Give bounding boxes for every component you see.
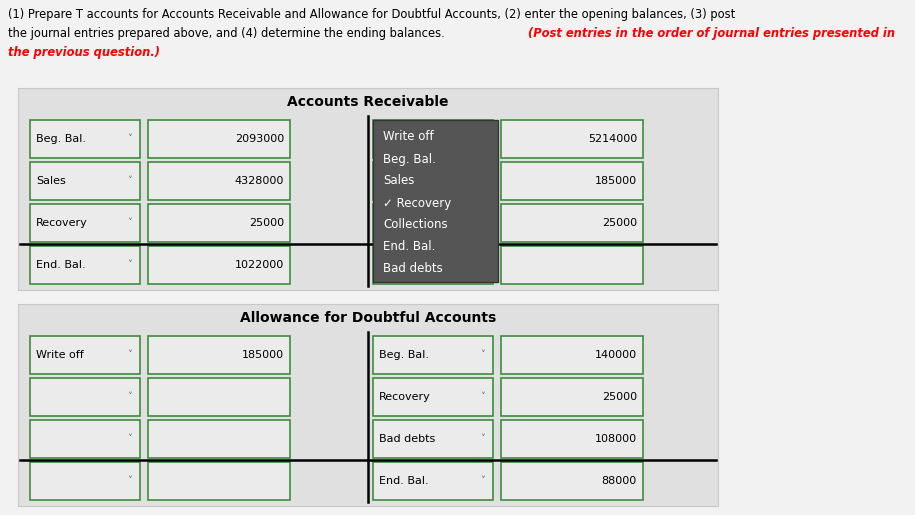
Text: Allowance for Doubtful Accounts: Allowance for Doubtful Accounts — [240, 311, 496, 325]
Bar — [501, 120, 643, 158]
Text: Collections: Collections — [383, 218, 447, 232]
Bar — [148, 336, 290, 374]
Bar — [148, 462, 290, 500]
Text: Bad debts: Bad debts — [379, 434, 436, 444]
Text: 185000: 185000 — [242, 350, 284, 360]
Text: Write off: Write off — [36, 350, 84, 360]
Text: 2093000: 2093000 — [235, 134, 284, 144]
Bar — [148, 246, 290, 284]
Bar — [373, 120, 498, 282]
Bar — [373, 246, 493, 284]
Bar — [373, 204, 493, 242]
Bar — [501, 204, 643, 242]
Text: ˅: ˅ — [480, 434, 486, 444]
Text: ˅: ˅ — [480, 392, 486, 402]
Text: Bad debts: Bad debts — [383, 263, 443, 276]
Text: ˅: ˅ — [127, 476, 133, 486]
Text: 1022000: 1022000 — [235, 260, 284, 270]
Text: Beg. Bal.: Beg. Bal. — [383, 152, 436, 165]
Text: (Post entries in the order of journal entries presented in: (Post entries in the order of journal en… — [528, 27, 895, 40]
Text: Write off: Write off — [383, 130, 434, 144]
Text: 5214000: 5214000 — [587, 134, 637, 144]
Bar — [501, 246, 643, 284]
Text: the previous question.): the previous question.) — [8, 46, 160, 59]
Text: ˅: ˅ — [127, 434, 133, 444]
Bar — [373, 336, 493, 374]
Text: 4328000: 4328000 — [234, 176, 284, 186]
Bar — [18, 88, 718, 290]
Text: 25000: 25000 — [602, 218, 637, 228]
Bar — [30, 246, 140, 284]
Text: 25000: 25000 — [602, 392, 637, 402]
Text: 140000: 140000 — [595, 350, 637, 360]
Text: ˅: ˅ — [127, 350, 133, 360]
Bar — [501, 462, 643, 500]
Text: Sales: Sales — [383, 175, 414, 187]
Text: the journal entries prepared above, and (4) determine the ending balances.: the journal entries prepared above, and … — [8, 27, 448, 40]
Bar — [30, 162, 140, 200]
Bar — [373, 162, 493, 200]
Bar — [148, 420, 290, 458]
Text: Recovery: Recovery — [379, 392, 431, 402]
Text: (1) Prepare T accounts for Accounts Receivable and Allowance for Doubtful Accoun: (1) Prepare T accounts for Accounts Rece… — [8, 8, 736, 21]
Text: 88000: 88000 — [602, 476, 637, 486]
Text: Accounts Receivable: Accounts Receivable — [287, 95, 448, 109]
Text: Beg. Bal.: Beg. Bal. — [379, 350, 429, 360]
Bar — [18, 304, 718, 506]
Bar — [501, 162, 643, 200]
Text: ˅: ˅ — [127, 218, 133, 228]
Bar — [373, 378, 493, 416]
Text: End. Bal.: End. Bal. — [379, 476, 428, 486]
Bar — [148, 162, 290, 200]
Text: ˅: ˅ — [480, 476, 486, 486]
Text: End. Bal.: End. Bal. — [383, 241, 436, 253]
Text: End. Bal.: End. Bal. — [36, 260, 86, 270]
Text: ˅: ˅ — [127, 392, 133, 402]
Text: ˅: ˅ — [127, 134, 133, 144]
Bar — [373, 420, 493, 458]
Bar — [501, 336, 643, 374]
Bar — [30, 420, 140, 458]
Text: Beg. Bal.: Beg. Bal. — [36, 134, 86, 144]
Text: ˅: ˅ — [127, 260, 133, 270]
Text: ˅: ˅ — [127, 176, 133, 186]
Bar — [30, 336, 140, 374]
Bar — [373, 462, 493, 500]
Text: 25000: 25000 — [249, 218, 284, 228]
Text: ˅: ˅ — [480, 350, 486, 360]
Bar — [148, 204, 290, 242]
Bar — [148, 120, 290, 158]
Bar — [501, 420, 643, 458]
Text: ✓ Recovery: ✓ Recovery — [383, 197, 451, 210]
Bar — [501, 378, 643, 416]
Text: Sales: Sales — [36, 176, 66, 186]
Text: Recovery: Recovery — [36, 218, 88, 228]
Bar — [30, 120, 140, 158]
Bar — [30, 462, 140, 500]
Bar — [30, 378, 140, 416]
Bar — [30, 204, 140, 242]
Text: 108000: 108000 — [595, 434, 637, 444]
Text: 185000: 185000 — [595, 176, 637, 186]
Bar — [148, 378, 290, 416]
Bar — [373, 120, 493, 158]
